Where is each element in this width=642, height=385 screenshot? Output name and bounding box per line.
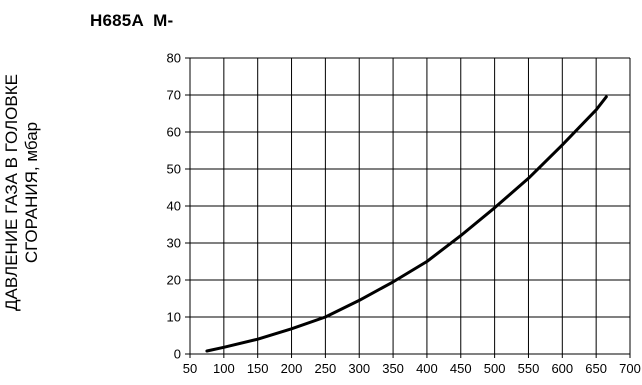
x-tick-label-3: 200 <box>281 361 303 376</box>
x-tick-label-13: 700 <box>619 361 641 376</box>
x-tick-label-2: 150 <box>247 361 269 376</box>
x-tick-label-11: 600 <box>551 361 573 376</box>
y-tick-label-2: 20 <box>167 273 181 288</box>
chart-title: H685A M- <box>90 11 174 30</box>
x-tick-label-4: 250 <box>315 361 337 376</box>
x-tick-label-6: 350 <box>382 361 404 376</box>
y-tick-label-5: 50 <box>167 162 181 177</box>
x-tick-label-8: 450 <box>450 361 472 376</box>
y-tick-label-8: 80 <box>167 51 181 66</box>
y-tick-label-0: 0 <box>174 347 181 362</box>
x-tick-label-10: 550 <box>518 361 540 376</box>
x-tick-label-5: 300 <box>348 361 370 376</box>
x-tick-label-7: 400 <box>416 361 438 376</box>
series-line-0 <box>205 95 608 353</box>
x-tick-label-0: 50 <box>183 361 197 376</box>
y-tick-label-3: 30 <box>167 236 181 251</box>
y-tick-label-6: 60 <box>167 125 181 140</box>
x-tick-label-1: 100 <box>213 361 235 376</box>
x-tick-label-9: 500 <box>484 361 506 376</box>
x-tick-label-12: 650 <box>585 361 607 376</box>
y-tick-label-4: 40 <box>167 199 181 214</box>
y-tick-label-7: 70 <box>167 88 181 103</box>
y-tick-label-1: 10 <box>167 310 181 325</box>
